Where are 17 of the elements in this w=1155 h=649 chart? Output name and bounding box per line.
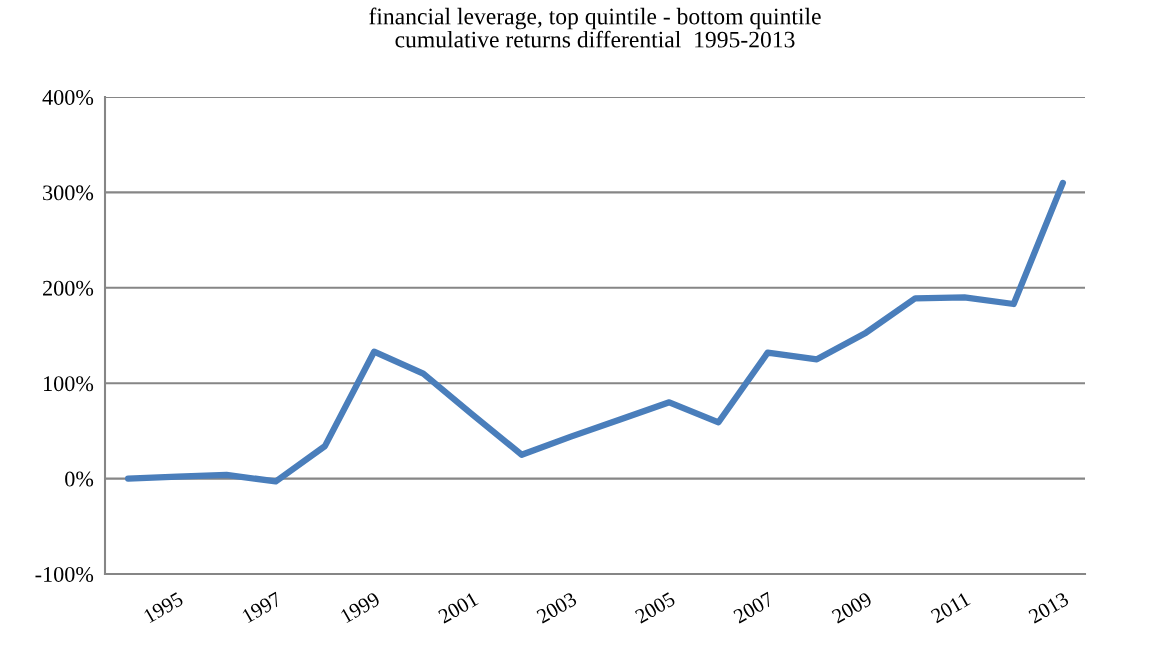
x-tick-label: 1995: [143, 591, 184, 624]
x-tick-label: 2011: [930, 591, 971, 624]
y-tick-label: -100%: [35, 566, 94, 582]
x-tick-label: 2009: [831, 591, 873, 624]
x-tick-label: 2005: [634, 591, 676, 624]
chart-title: financial leverage, top quintile - bottom quintile cumulative returns differential 1995-2013: [369, 7, 821, 48]
y-tick-label: 200%: [43, 280, 94, 296]
y-tick-label: 0%: [65, 471, 94, 487]
y-tick-label: 100%: [44, 376, 94, 392]
x-tick-label: 1997: [241, 591, 283, 624]
x-tick-label: 2013: [1027, 591, 1070, 624]
y-tick-label: 300%: [43, 185, 94, 201]
x-tick-label: 1999: [339, 591, 381, 624]
x-tick-label: 2001: [437, 591, 479, 624]
y-tick-label: 400%: [42, 89, 94, 105]
x-tick-label: 2007: [732, 591, 775, 624]
x-tick-label: 2003: [535, 591, 578, 624]
